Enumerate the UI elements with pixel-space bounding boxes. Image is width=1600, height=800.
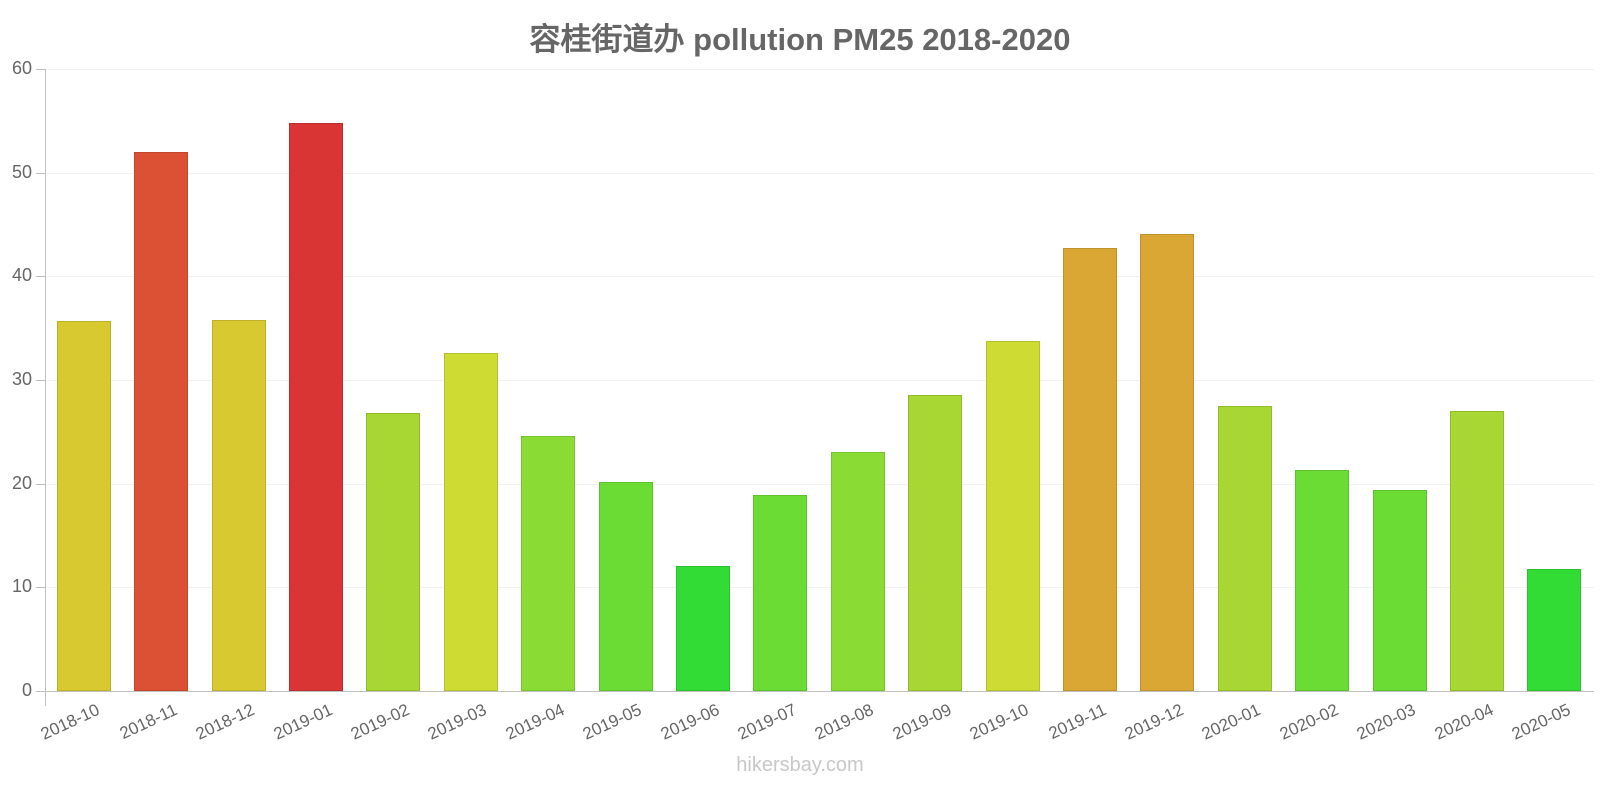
bar-2019-01[interactable]: [288, 122, 343, 691]
bar-2019-12[interactable]: [1140, 233, 1195, 691]
bar-2020-01[interactable]: [1217, 405, 1272, 691]
x-tick-label: 2019-03: [425, 700, 490, 744]
y-tick-label: 0: [21, 680, 32, 700]
y-tick-mark: [36, 276, 46, 278]
bar-2019-10[interactable]: [985, 340, 1040, 691]
watermark: hikersbay.com: [736, 754, 864, 776]
gridline: [46, 69, 1594, 70]
bar-2019-09[interactable]: [908, 394, 963, 691]
x-tick-label: 2019-10: [966, 700, 1032, 744]
x-tick-label: 2019-05: [579, 700, 645, 744]
plot-area: [46, 69, 1594, 692]
bar-2019-11[interactable]: [1062, 248, 1117, 691]
gridline: [46, 276, 1594, 278]
bar-2020-04[interactable]: [1449, 411, 1504, 691]
y-tick-mark: [36, 587, 46, 589]
y-tick-label: 60: [11, 58, 32, 78]
x-tick-label: 2020-04: [1431, 700, 1496, 744]
chart-title: 容桂街道办 pollution PM25 2018-2020: [529, 22, 1071, 57]
y-tick-label: 20: [11, 472, 32, 493]
y-tick-label: 50: [11, 161, 32, 182]
x-tick-label: 2020-01: [1199, 700, 1264, 744]
x-tick-label: 2019-02: [347, 700, 413, 744]
bar-2020-03[interactable]: [1372, 489, 1427, 691]
x-tick-label: 2019-04: [502, 700, 568, 744]
x-tick-label: 2019-01: [270, 700, 335, 744]
x-tick-label: 2019-12: [1121, 700, 1187, 744]
y-tick-mark: [36, 483, 46, 485]
x-tick-label: 2020-02: [1276, 700, 1342, 744]
gridline: [46, 483, 1594, 485]
x-tick-label: 2018-10: [38, 700, 103, 744]
y-axis-line: [45, 69, 46, 706]
bar-2019-06[interactable]: [675, 565, 730, 691]
x-tick-label: 2018-11: [116, 700, 181, 744]
bar-2020-02[interactable]: [1295, 470, 1350, 691]
gridline: [46, 380, 1594, 381]
bar-2018-12[interactable]: [211, 319, 266, 691]
bar-2019-08[interactable]: [830, 451, 885, 691]
bar-2020-05[interactable]: [1527, 568, 1582, 691]
x-axis-line: [36, 691, 1594, 692]
bar-2019-07[interactable]: [753, 495, 808, 691]
bar-2019-04[interactable]: [521, 435, 576, 691]
bar-2019-05[interactable]: [598, 481, 653, 691]
y-tick-mark: [36, 69, 46, 70]
x-tick-label: 2019-11: [1045, 700, 1109, 744]
y-tick-mark: [36, 380, 46, 381]
bar-2019-02[interactable]: [366, 413, 421, 691]
gridline: [46, 587, 1594, 589]
y-tick-label: 30: [11, 369, 32, 389]
x-tick-label: 2019-09: [889, 700, 955, 744]
bar-2019-03[interactable]: [443, 353, 498, 691]
y-tick-label: 10: [11, 576, 32, 597]
x-tick-label: 2020-03: [1353, 700, 1419, 744]
x-tick-label: 2019-06: [657, 700, 722, 744]
y-tick-mark: [36, 172, 46, 174]
gridline: [46, 172, 1594, 174]
x-tick-label: 2019-07: [734, 700, 800, 744]
y-tick-label: 40: [11, 265, 32, 286]
x-tick-label: 2019-08: [812, 700, 877, 744]
x-tick-label: 2018-12: [192, 700, 258, 744]
bar-2018-10[interactable]: [56, 320, 111, 691]
x-tick-label: 2020-05: [1508, 700, 1574, 744]
y-tick-mark: [36, 691, 46, 692]
bar-2018-11[interactable]: [134, 151, 189, 691]
